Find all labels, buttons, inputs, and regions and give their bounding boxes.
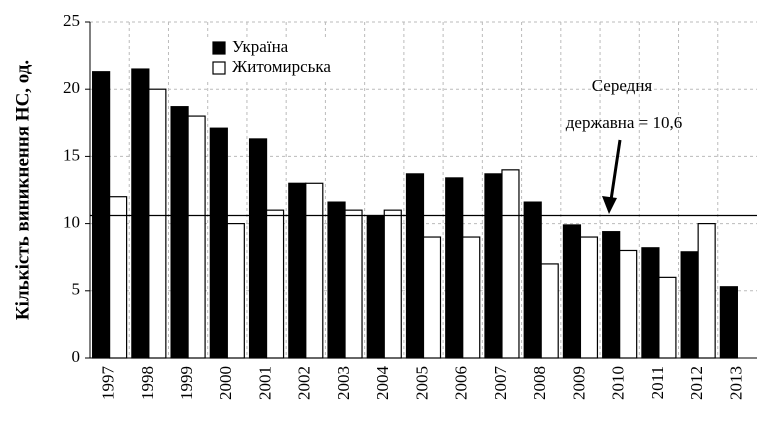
bar — [579, 236, 599, 359]
y-tick-label: 15 — [63, 145, 80, 164]
bar — [226, 223, 245, 359]
x-tick-label: 2002 — [295, 366, 314, 400]
bar — [209, 127, 228, 359]
x-tick-label: 1998 — [138, 366, 157, 400]
bar — [148, 88, 167, 359]
bar — [719, 286, 738, 359]
bar — [462, 236, 481, 359]
y-tick-label: 0 — [72, 347, 81, 366]
bar — [697, 223, 716, 359]
annotation: Середня — [592, 76, 653, 95]
bar — [619, 249, 638, 359]
bar — [641, 247, 660, 359]
bar — [422, 236, 442, 359]
bar — [523, 201, 542, 359]
x-tick-label: 2001 — [255, 366, 274, 400]
y-tick-label: 5 — [72, 280, 81, 299]
x-tick-label: 1997 — [99, 366, 118, 401]
bar — [109, 196, 128, 359]
bar — [170, 106, 189, 359]
bar — [344, 209, 363, 359]
x-tick-label: 2004 — [373, 366, 392, 401]
bar — [445, 177, 464, 359]
x-tick-label: 2000 — [216, 366, 235, 400]
x-tick-label: 2011 — [648, 366, 667, 399]
x-tick-label: 2003 — [334, 366, 353, 400]
annotation: державна = 10,6 — [566, 113, 683, 132]
bar — [562, 224, 582, 359]
y-tick-label: 25 — [63, 11, 80, 30]
x-tick-label: 2005 — [412, 366, 431, 400]
bar — [405, 173, 425, 359]
bar — [187, 115, 206, 359]
legend-label: Житомирська — [232, 57, 331, 76]
annotation-arrowhead — [602, 196, 617, 214]
y-axis-label: Кількість виникнення НС, од. — [12, 60, 33, 320]
y-tick-label: 20 — [63, 78, 80, 97]
x-tick-label: 2013 — [726, 366, 745, 400]
bar — [680, 251, 699, 359]
bar — [501, 169, 520, 359]
x-tick-label: 2007 — [491, 366, 510, 401]
bar — [305, 182, 324, 359]
x-tick-label: 2006 — [452, 366, 471, 400]
bar — [265, 209, 285, 359]
x-tick-label: 2008 — [530, 366, 549, 400]
bar — [484, 173, 503, 359]
legend-swatch — [212, 41, 226, 55]
bar — [383, 209, 402, 359]
x-tick-label: 2009 — [569, 366, 588, 400]
bar — [366, 214, 385, 359]
x-tick-label: 2012 — [687, 366, 706, 400]
bar — [288, 182, 307, 359]
y-tick-label: 10 — [63, 213, 80, 232]
bar — [131, 68, 150, 359]
bar — [327, 201, 346, 359]
bar — [540, 263, 559, 359]
bar — [658, 276, 677, 359]
bar — [248, 138, 268, 359]
annotation-arrow — [609, 139, 622, 201]
legend-swatch — [212, 61, 226, 75]
legend-label: Україна — [232, 37, 289, 56]
x-tick-label: 2010 — [609, 366, 628, 400]
bar — [92, 71, 111, 359]
bar — [602, 231, 621, 359]
legend-box — [207, 38, 357, 80]
x-tick-label: 1999 — [177, 366, 196, 400]
